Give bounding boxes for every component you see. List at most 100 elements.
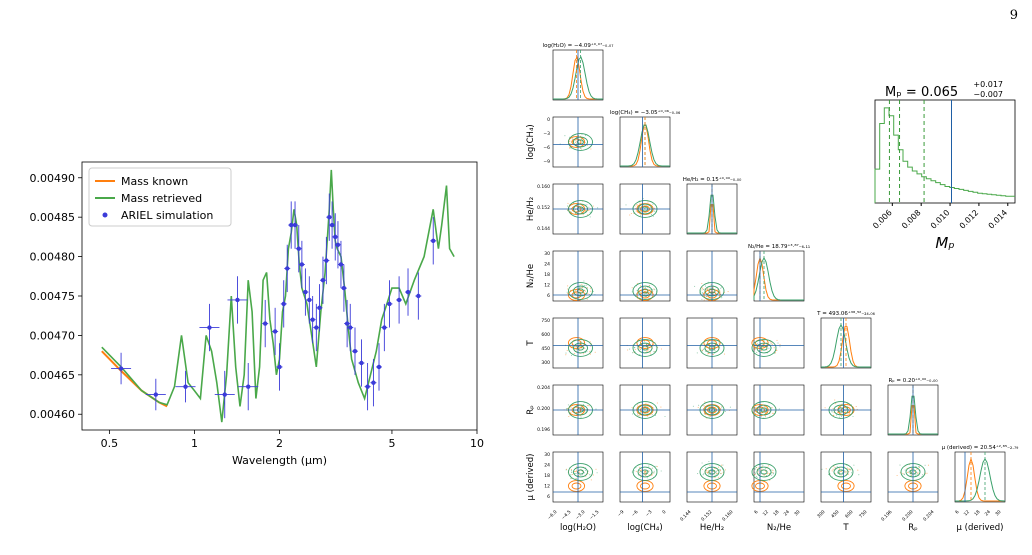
sample-point <box>754 474 756 476</box>
sample-point <box>625 204 627 206</box>
sample-point <box>570 474 572 476</box>
sample-point <box>570 140 572 142</box>
sample-point <box>582 214 584 216</box>
sample-point <box>896 474 898 477</box>
sample-point <box>697 473 699 475</box>
sample-point <box>578 470 580 472</box>
sample-point <box>838 416 840 418</box>
sample-point <box>580 416 582 418</box>
y-tick-label: 0.00475 <box>30 290 76 303</box>
x-tick-label: −6.0 <box>546 509 558 521</box>
sample-point <box>643 472 645 474</box>
sample-point <box>587 292 589 295</box>
sample-point <box>580 291 582 293</box>
sample-point <box>848 412 850 414</box>
sample-point <box>840 415 843 417</box>
contour-retrieved <box>833 466 849 478</box>
sample-point <box>769 341 771 343</box>
y-tick-label: 0.00460 <box>30 408 76 421</box>
x-tick-label: −3.0 <box>574 509 586 521</box>
sample-point <box>760 415 762 417</box>
sample-point <box>702 288 705 291</box>
sample-point <box>583 353 585 355</box>
sample-point <box>640 349 642 351</box>
y-tick-label: 24 <box>544 262 550 268</box>
ariel-point <box>296 246 301 251</box>
plot-frame <box>874 99 1016 204</box>
ariel-point <box>324 258 329 263</box>
sample-point <box>570 211 572 213</box>
sample-point <box>654 210 656 212</box>
sample-point <box>635 467 637 469</box>
contour-retrieved <box>756 466 772 478</box>
sample-point <box>714 467 716 469</box>
legend-label: ARIEL simulation <box>121 209 213 222</box>
sample-point <box>660 348 663 350</box>
ariel-point <box>333 234 338 240</box>
sample-point <box>649 291 652 293</box>
sample-point <box>634 346 636 349</box>
sample-point <box>708 350 710 352</box>
sample-point <box>635 210 637 212</box>
x-tick-label: 0.5 <box>101 437 119 450</box>
panel-5-0 <box>552 384 604 436</box>
sample-point <box>650 213 653 215</box>
sample-point <box>575 469 577 471</box>
marginal-histogram <box>955 458 1006 502</box>
contour-retrieved <box>568 133 593 151</box>
sample-point <box>581 286 583 289</box>
contour-known <box>567 480 586 492</box>
y-tick-label: 18 <box>544 272 550 278</box>
panel-6-0 <box>552 451 604 503</box>
sample-point <box>597 207 599 209</box>
sample-point <box>771 412 773 414</box>
x-tick-label: 6 <box>753 509 759 515</box>
y-tick-label: 0.00490 <box>30 172 76 185</box>
sample-point <box>566 205 569 207</box>
x-tick-label: 12 <box>963 509 971 517</box>
y-tick-label: 6 <box>547 494 550 500</box>
sample-point <box>692 405 694 407</box>
sample-point <box>771 343 773 346</box>
sample-point <box>710 471 712 473</box>
sample-point <box>834 399 836 401</box>
sample-point <box>647 293 649 295</box>
sample-point <box>654 289 656 291</box>
sample-point <box>639 466 641 468</box>
contour-retrieved <box>637 342 653 354</box>
sample-point <box>649 352 651 354</box>
sample-point <box>778 408 780 410</box>
sample-point <box>703 405 705 407</box>
sample-point <box>709 415 711 418</box>
sample-point <box>911 472 913 474</box>
sample-point <box>754 348 756 351</box>
sample-point <box>653 344 655 346</box>
sample-point <box>565 408 567 410</box>
sample-point <box>853 464 855 466</box>
y-tick-label: 6 <box>547 293 550 299</box>
sample-point <box>596 472 598 474</box>
corner-plot: log(H₂O) = −4.09⁺⁰·⁰⁷₋₀.₀₇ −9 −6 −3 0 log(CH₄… <box>526 42 1018 533</box>
diag-title: log(CH₄) = −3.05⁺⁰·⁰⁶₋₀.₀₆ <box>610 109 681 116</box>
panel-2-1 <box>619 183 671 235</box>
sample-point <box>653 470 655 472</box>
sample-point <box>646 477 648 479</box>
ariel-point <box>277 364 282 370</box>
sample-point <box>581 284 583 286</box>
sample-point <box>907 471 909 473</box>
sample-point <box>916 473 918 475</box>
sample-point <box>640 285 642 287</box>
ariel-point <box>382 325 387 330</box>
ariel-point <box>207 325 212 330</box>
sample-point <box>633 410 635 412</box>
sample-point <box>706 288 708 290</box>
ariel-point <box>405 289 411 295</box>
sample-point <box>640 470 642 472</box>
x-tick-label: 0.010 <box>929 208 952 231</box>
sample-point <box>919 466 921 469</box>
sample-point <box>701 292 703 294</box>
y-tick-label: 300 <box>541 360 550 366</box>
sample-point <box>705 466 707 468</box>
sample-point <box>825 468 827 470</box>
sample-point <box>570 469 573 472</box>
